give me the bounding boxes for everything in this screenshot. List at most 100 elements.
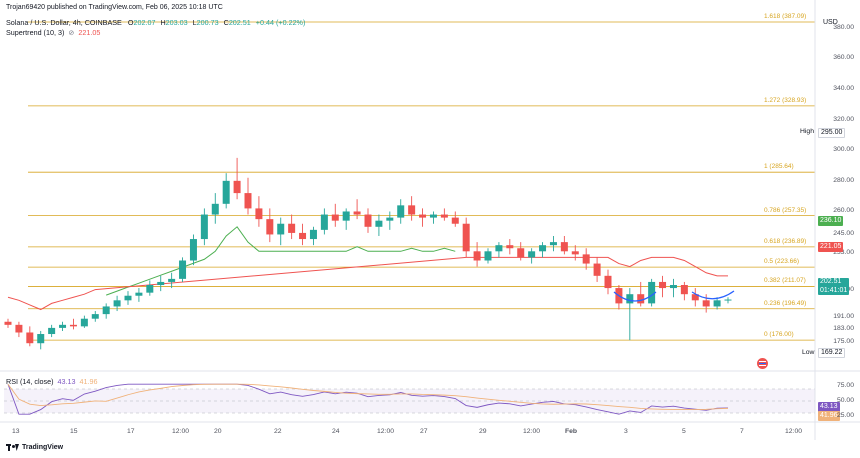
time-tick-label: 20 [214, 428, 222, 435]
rsi-band [4, 389, 815, 413]
time-tick-label: 12:00 [172, 428, 190, 435]
time-tick-label: 15 [70, 428, 78, 435]
time-tick-label: 13 [12, 428, 20, 435]
candle-body [408, 205, 416, 215]
fibonacci-retracement[interactable] [28, 21, 815, 341]
eye-off-icon: ⊘ [68, 28, 75, 37]
candle-body [451, 217, 459, 224]
tradingview-logo[interactable]: TradingView [6, 444, 63, 451]
candle-body [429, 214, 437, 218]
candle-body [419, 214, 427, 218]
candle-body [146, 285, 154, 293]
fib-level-label: 1.272 (328.93) [764, 96, 807, 104]
candle-body [189, 239, 197, 261]
fib-level-label: 0.5 (223.66) [764, 258, 800, 266]
time-tick-label: 7 [740, 428, 744, 435]
fib-level-label: 0 (176.00) [764, 331, 794, 339]
time-tick-label: 12:00 [523, 428, 541, 435]
rsi-legend[interactable]: RSI (14, close) 43.13 41.96 [6, 377, 98, 386]
change-value: +0.44 (+0.22%) [255, 18, 306, 27]
tradingview-wordmark: TradingView [22, 444, 64, 451]
candle-body [255, 208, 263, 220]
candle-body [353, 211, 361, 215]
fib-level-label: 1 (285.64) [764, 163, 794, 171]
price-tick-label: 233.00 [833, 248, 854, 256]
candle-body [211, 203, 219, 215]
supertrend-label: Supertrend (10, 3) [6, 28, 65, 37]
time-tick-label: 12:00 [785, 428, 803, 435]
candle-body [277, 223, 285, 235]
candle-body [233, 180, 241, 194]
rsi-value: 43.13 [57, 377, 76, 386]
candle-body [135, 292, 143, 296]
candle-body [604, 275, 612, 289]
candle-body [244, 193, 252, 209]
candle-body [528, 251, 536, 258]
candlestick-series [4, 157, 732, 350]
candle-body [517, 248, 525, 258]
candle-body [4, 321, 12, 325]
fib-level-label: 1.618 (387.09) [764, 13, 807, 20]
candle-body [506, 245, 514, 249]
candle-body [702, 300, 710, 307]
close-value: 202.51 [228, 18, 251, 27]
high-value: 203.03 [165, 18, 188, 27]
fib-level-label: 0.618 (236.89) [764, 237, 807, 245]
price-tick-label: 320.00 [833, 115, 854, 123]
candle-body [15, 324, 23, 333]
candle-body [91, 314, 99, 319]
supertrend-down-line [7, 256, 728, 311]
candle-body [331, 214, 339, 221]
open-label: O [127, 18, 134, 27]
time-tick-label: 24 [332, 428, 340, 435]
close-label: C [223, 18, 229, 27]
cup-arc-right [691, 290, 735, 300]
candle-body [157, 281, 165, 286]
candle-body [80, 318, 88, 327]
axis-lines [0, 0, 860, 440]
rsi-badge: 43.13 [818, 402, 840, 412]
last-price-badge: 202.51 01:41:01 [818, 278, 850, 295]
candle-body [484, 251, 492, 261]
candle-body [375, 220, 383, 227]
us-flag-icon[interactable] [756, 357, 769, 370]
symbol-legend[interactable]: Solana / U.S. Dollar, 4h, COINBASE O202.… [6, 18, 305, 27]
supertrend-legend[interactable]: Supertrend (10, 3) ⊘ 221.05 [6, 28, 100, 37]
candle-body [113, 300, 121, 307]
rsi-ma-badge: 41.96 [818, 411, 840, 421]
cup-arc-left [613, 291, 657, 302]
price-tick-label: 300.00 [833, 146, 854, 154]
last-price-value: 202.51 [820, 278, 842, 285]
candle-body [713, 300, 721, 307]
candle-body [364, 214, 372, 227]
supertrend-value: 221.05 [78, 28, 101, 37]
high-tag-label: High [800, 128, 814, 135]
candle-body [299, 232, 307, 240]
candle-body [266, 219, 274, 235]
open-value: 202.07 [133, 18, 156, 27]
cup-pattern-drawings[interactable] [613, 290, 735, 302]
candle-body [669, 285, 677, 289]
candle-body [691, 294, 699, 301]
rsi-label: RSI (14, close) [6, 377, 54, 386]
price-tick-label: 260.00 [833, 207, 854, 215]
high-price-badge: 295.00 [818, 128, 846, 138]
time-tick-label: 12:00 [377, 428, 395, 435]
time-tick-label: 22 [274, 428, 282, 435]
candle-body [288, 223, 296, 233]
candle-body [37, 334, 45, 344]
publisher-line: Trojan69420 published on TradingView.com… [6, 4, 223, 11]
rsi-tick-label: 50.00 [836, 397, 854, 404]
tradingview-mark-icon [6, 444, 19, 451]
price-tick-label: 380.00 [833, 23, 854, 31]
fib-level-label: 0.382 (211.07) [764, 277, 806, 285]
bar-countdown: 01:41:01 [820, 286, 848, 294]
currency-label: USD [823, 19, 838, 26]
price-tick-label: 245.00 [833, 230, 854, 238]
candle-body [386, 217, 394, 221]
candle-body [69, 324, 77, 327]
price-tick-label: 191.00 [833, 313, 854, 321]
low-price-badge: 169.22 [818, 348, 846, 358]
candle-body [342, 211, 350, 221]
